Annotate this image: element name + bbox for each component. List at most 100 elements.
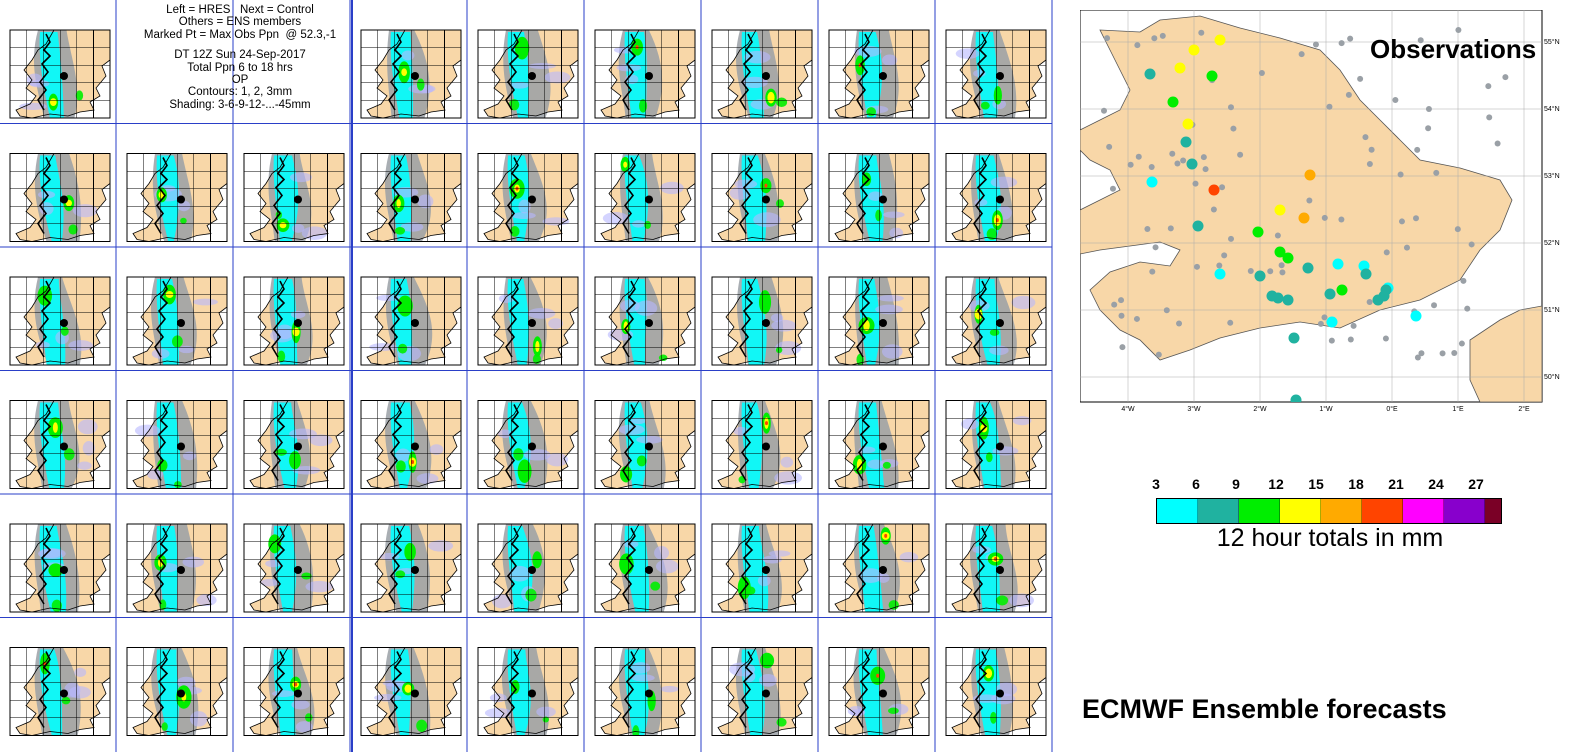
station-dot bbox=[1502, 74, 1509, 81]
observation-dot bbox=[1252, 226, 1264, 238]
ensemble-panel-23 bbox=[711, 276, 813, 366]
lon-label-bottom: 0°E bbox=[1386, 405, 1398, 413]
observation-dot bbox=[1360, 268, 1372, 280]
ensemble-panel-48 bbox=[477, 647, 579, 736]
ensemble-panel-5 bbox=[711, 29, 813, 119]
legend-swatch bbox=[1239, 499, 1280, 523]
station-dot bbox=[1458, 340, 1465, 347]
info-line-2: Others = ENS members bbox=[178, 16, 302, 29]
marked-point-dot bbox=[411, 442, 419, 451]
station-dot bbox=[1321, 214, 1328, 221]
station-dot bbox=[1347, 336, 1354, 343]
station-dot bbox=[1383, 249, 1390, 256]
observation-dot bbox=[1214, 268, 1226, 280]
marked-point-dot bbox=[996, 566, 1004, 574]
marked-point-dot bbox=[996, 72, 1004, 80]
observation-dot bbox=[1282, 294, 1294, 306]
station-dot bbox=[1312, 41, 1319, 48]
observation-dot bbox=[1332, 258, 1344, 270]
station-dot bbox=[1439, 350, 1446, 357]
lon-label-bottom: 3°W bbox=[1187, 405, 1201, 413]
legend: 3 6 9 12 15 18 21 24 27 12 hour totals in mm bbox=[1150, 476, 1510, 566]
legend-tick-24: 24 bbox=[1428, 476, 1444, 492]
observation-dot bbox=[1326, 316, 1338, 328]
station-dot bbox=[1210, 206, 1217, 213]
ensemble-panel-33 bbox=[828, 400, 930, 489]
ensemble-panel-49 bbox=[594, 647, 696, 736]
ensemble-panel-40 bbox=[594, 523, 696, 613]
observation-dot bbox=[1167, 96, 1179, 108]
ensemble-panel-2 bbox=[360, 29, 462, 119]
station-dot bbox=[1109, 185, 1116, 192]
observation-dot bbox=[1274, 204, 1286, 216]
station-dot bbox=[1425, 106, 1432, 113]
marked-point-dot bbox=[879, 442, 887, 451]
lon-label-bottom: 1°W bbox=[1319, 405, 1333, 413]
marked-point-dot bbox=[294, 442, 302, 451]
marked-point-dot bbox=[411, 195, 419, 204]
marked-point-dot bbox=[294, 195, 302, 204]
info-box: Left = HRES Next = Control Others = ENS … bbox=[122, 4, 358, 124]
marked-point-dot bbox=[996, 689, 1004, 698]
marked-point-dot bbox=[645, 689, 653, 698]
marked-point-dot bbox=[60, 319, 68, 327]
ensemble-panel-14 bbox=[711, 153, 813, 242]
marked-point-dot bbox=[762, 319, 770, 327]
observation-dot bbox=[1288, 332, 1300, 344]
station-dot bbox=[1227, 235, 1234, 242]
observation-dot bbox=[1274, 246, 1286, 258]
observation-dot bbox=[1146, 176, 1158, 188]
marked-point-dot bbox=[528, 442, 536, 451]
marked-point-dot bbox=[996, 442, 1004, 451]
ensemble-panel-32 bbox=[711, 400, 813, 489]
station-dot bbox=[1221, 252, 1228, 259]
lat-label-right: 53°N bbox=[1544, 172, 1560, 180]
observation-dot bbox=[1186, 158, 1198, 170]
marked-point-dot bbox=[645, 195, 653, 204]
station-dot bbox=[1454, 226, 1461, 233]
legend-tick-12: 12 bbox=[1268, 476, 1284, 492]
station-dot bbox=[1216, 262, 1223, 269]
station-dot bbox=[1176, 320, 1183, 327]
observation-dot bbox=[1192, 220, 1204, 232]
lon-label-bottom: 2°W bbox=[1253, 405, 1267, 413]
marked-point-dot bbox=[411, 319, 419, 327]
station-dot bbox=[1169, 150, 1176, 157]
station-dot bbox=[1134, 42, 1141, 49]
station-dot bbox=[1230, 125, 1237, 132]
ensemble-panels-grid bbox=[0, 0, 1053, 752]
marked-point-dot bbox=[996, 319, 1004, 327]
station-dot bbox=[1413, 215, 1420, 222]
station-dot bbox=[1101, 107, 1107, 114]
ensemble-panel-3 bbox=[477, 29, 579, 119]
station-dot bbox=[1135, 153, 1142, 160]
station-dot bbox=[1321, 314, 1328, 321]
info-line-8: Shading: 3-6-9-12-...-45mm bbox=[169, 98, 311, 111]
ensemble-panel-37 bbox=[243, 523, 345, 613]
marked-point-dot bbox=[645, 442, 653, 451]
station-dot bbox=[1317, 320, 1324, 327]
ensemble-panel-24 bbox=[828, 276, 930, 366]
station-dot bbox=[1368, 146, 1375, 153]
observation-dot bbox=[1298, 212, 1310, 224]
marked-point-dot bbox=[60, 566, 68, 574]
station-dot bbox=[1298, 51, 1305, 58]
observation-dot bbox=[1290, 394, 1302, 402]
ensemble-panel-41 bbox=[711, 523, 813, 613]
station-dot bbox=[1468, 241, 1475, 248]
station-dot bbox=[1397, 171, 1404, 178]
info-line-6: OP bbox=[231, 74, 249, 87]
station-dot bbox=[1202, 166, 1209, 173]
ensemble-panel-20 bbox=[360, 276, 462, 366]
observation-dot bbox=[1188, 44, 1200, 56]
station-dot bbox=[1431, 302, 1438, 309]
station-dot bbox=[1451, 350, 1458, 357]
marked-point-dot bbox=[528, 319, 536, 327]
marked-point-dot bbox=[879, 72, 887, 80]
station-dot bbox=[1111, 301, 1118, 308]
legend-tick-3: 3 bbox=[1152, 476, 1160, 492]
marked-point-dot bbox=[762, 72, 770, 80]
station-dot bbox=[1357, 75, 1364, 82]
legend-color-bar bbox=[1156, 498, 1502, 524]
ensemble-panel-52 bbox=[945, 647, 1047, 736]
